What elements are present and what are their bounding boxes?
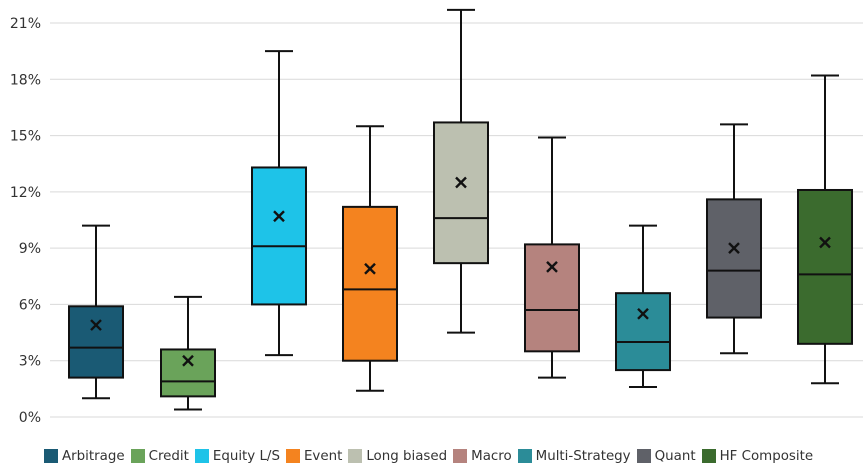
y-tick-label: 15% — [10, 129, 41, 145]
box-event — [342, 125, 398, 392]
legend-swatch — [701, 449, 716, 463]
iqr-box — [524, 243, 580, 353]
box-macro — [524, 136, 580, 379]
mean-marker — [728, 242, 740, 254]
legend-swatch — [194, 449, 209, 463]
iqr-box — [706, 198, 762, 319]
y-tick-label: 18% — [10, 72, 41, 88]
mean-marker-stroke — [364, 262, 376, 275]
legend-item: Macro — [453, 449, 512, 464]
mean-marker — [455, 176, 467, 189]
y-tick-label: 12% — [10, 185, 41, 201]
mean-marker-stroke — [819, 236, 831, 249]
box-quant — [706, 123, 762, 355]
mean-marker — [819, 236, 831, 249]
legend-swatch — [517, 449, 532, 463]
legend-item: Credit — [130, 448, 189, 464]
legend-item: Quant — [636, 448, 696, 464]
legend-swatch — [130, 449, 145, 463]
legend-swatch — [285, 449, 300, 463]
legend-item: Arbitrage — [44, 449, 125, 464]
legend-swatch — [348, 449, 363, 463]
legend-swatch — [636, 449, 651, 463]
y-tick-label: 3% — [19, 354, 41, 370]
mean-marker — [637, 307, 649, 320]
y-tick-label: 0% — [19, 410, 41, 426]
legend-item: Equity L/S — [194, 448, 280, 464]
mean-marker-stroke — [637, 307, 649, 320]
legend-label: Macro — [471, 448, 512, 464]
box-series — [68, 8, 853, 411]
box-multi-strategy — [615, 224, 671, 388]
legend-label: Event — [303, 448, 343, 464]
legend-item: Event — [285, 448, 343, 464]
legend-label: HF Composite — [719, 448, 814, 464]
legend-label: Arbitrage — [62, 448, 125, 464]
legend-swatch — [453, 449, 468, 463]
mean-marker-stroke — [728, 242, 740, 254]
legend-label: Equity L/S — [212, 448, 280, 464]
mean-marker-stroke — [455, 176, 467, 189]
iqr-box — [433, 121, 489, 265]
mean-marker-stroke — [546, 261, 558, 273]
iqr-box — [251, 166, 307, 306]
mean-marker — [182, 354, 194, 367]
iqr-box — [160, 348, 216, 398]
y-tick-label: 6% — [19, 297, 41, 313]
legend-item: Long biased — [348, 449, 447, 464]
y-tick-label: 21% — [10, 16, 41, 32]
box-credit — [160, 295, 216, 411]
legend-label: Credit — [148, 448, 189, 464]
box-equity-l-s — [251, 50, 307, 357]
y-axis: 0% 3% 6% 9% 12% 15% 18% 21% — [10, 16, 41, 426]
mean-marker — [90, 319, 102, 331]
box-arbitrage — [68, 224, 124, 400]
mean-marker-stroke — [182, 354, 194, 367]
iqr-box — [342, 205, 398, 362]
legend-swatch — [44, 449, 58, 463]
mean-marker-stroke — [273, 210, 285, 223]
iqr-box — [68, 305, 124, 379]
mean-marker — [273, 210, 285, 223]
legend: Arbitrage Credit Equity L/S Event Long biase… — [44, 447, 819, 465]
legend-label: Long biased — [366, 448, 448, 464]
mean-marker — [546, 261, 558, 273]
legend-label: Quant — [654, 448, 696, 464]
mean-marker-stroke — [90, 319, 102, 331]
box-hf-composite — [797, 74, 853, 385]
mean-marker — [364, 262, 376, 275]
legend-item: Multi-Strategy — [517, 448, 631, 464]
box-long-biased — [433, 8, 489, 334]
iqr-box — [797, 188, 853, 345]
legend-label: Multi-Strategy — [535, 448, 631, 464]
iqr-box — [615, 292, 671, 372]
y-tick-label: 9% — [19, 241, 41, 257]
legend-item: HF Composite — [701, 448, 814, 464]
